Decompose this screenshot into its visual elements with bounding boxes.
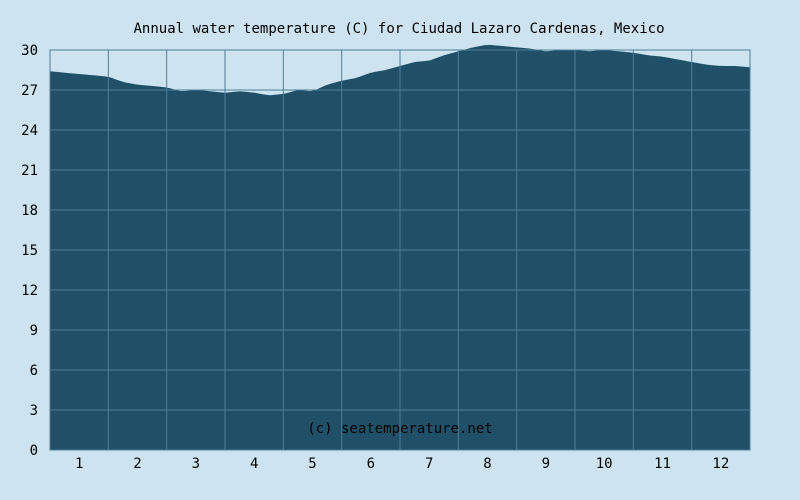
- y-tick-label: 30: [21, 43, 38, 59]
- y-tick-label: 0: [30, 443, 38, 459]
- x-tick-label: 7: [425, 456, 433, 472]
- x-tick-label: 4: [250, 456, 258, 472]
- x-tick-label: 9: [542, 456, 550, 472]
- y-tick-label: 15: [21, 243, 38, 259]
- x-tick-label: 2: [133, 456, 141, 472]
- x-tick-label: 10: [596, 456, 613, 472]
- y-tick-label: 12: [21, 283, 38, 299]
- y-tick-label: 18: [21, 203, 38, 219]
- y-tick-label: 27: [21, 83, 38, 99]
- y-tick-label: 3: [30, 403, 38, 419]
- x-tick-label: 11: [654, 456, 671, 472]
- plot-border: [49, 49, 751, 451]
- y-axis: 0 3 6 9 12 15 18 21 24 27 30: [21, 43, 38, 459]
- y-tick-label: 21: [21, 163, 38, 179]
- x-tick-label: 3: [192, 456, 200, 472]
- x-tick-label: 12: [712, 456, 729, 472]
- credit-text: (c) seatemperature.net: [307, 421, 492, 437]
- y-tick-label: 9: [30, 323, 38, 339]
- y-tick-label: 24: [21, 123, 38, 139]
- y-tick-label: 6: [30, 363, 38, 379]
- x-tick-label: 1: [75, 456, 83, 472]
- x-tick-label: 5: [308, 456, 316, 472]
- x-tick-label: 8: [483, 456, 491, 472]
- x-tick-label: 6: [367, 456, 375, 472]
- chart-title: Annual water temperature (C) for Ciudad …: [133, 21, 664, 37]
- x-axis: 1 2 3 4 5 6 7 8 9 10 11 12: [75, 456, 729, 472]
